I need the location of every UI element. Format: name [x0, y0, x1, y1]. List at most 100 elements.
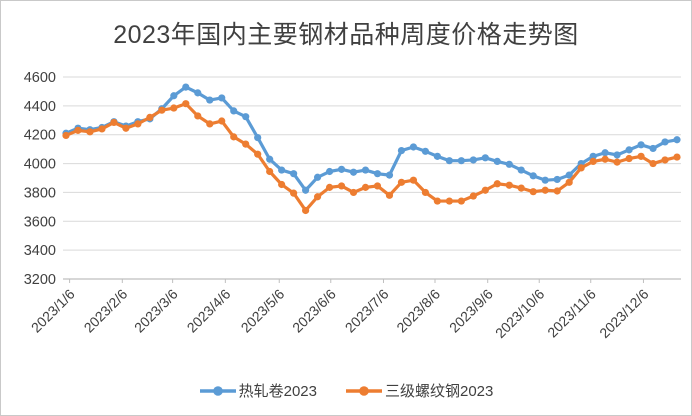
data-point-marker [290, 189, 298, 197]
data-point-marker [230, 133, 238, 141]
data-point-marker [481, 186, 489, 194]
data-point-marker [457, 157, 465, 165]
data-point-marker [565, 171, 573, 179]
data-point-marker [517, 166, 525, 174]
data-point-marker [254, 150, 262, 158]
data-point-marker [565, 178, 573, 186]
data-point-marker [313, 173, 322, 181]
data-point-marker [98, 125, 106, 133]
x-axis-tick-label: 2023/5/6 [238, 286, 288, 336]
data-point-marker [266, 155, 274, 163]
data-point-marker [493, 157, 501, 166]
data-point-marker [361, 166, 370, 174]
data-point-marker [385, 171, 394, 179]
data-point-marker [601, 155, 609, 163]
data-point-marker [505, 160, 513, 168]
y-axis-tick-label: 4200 [24, 128, 56, 144]
y-axis-tick-label: 4400 [24, 99, 56, 115]
data-point-marker [649, 144, 657, 153]
data-point-marker [577, 164, 585, 172]
data-point-marker [409, 143, 418, 151]
data-point-marker [278, 166, 286, 174]
data-point-marker [517, 184, 525, 192]
data-point-marker [218, 117, 226, 125]
data-point-marker [325, 167, 334, 176]
data-point-marker [86, 128, 94, 136]
x-axis-tick-label: 2023/8/6 [393, 286, 443, 336]
data-point-marker [637, 141, 645, 149]
data-point-marker [349, 168, 358, 176]
legend-item-rebar[interactable]: 三级螺纹钢2023 [345, 380, 493, 401]
data-point-marker [661, 156, 669, 164]
data-point-marker [254, 134, 262, 142]
legend-line-dot-icon [346, 385, 382, 396]
x-axis-tick-label: 2023/7/6 [342, 286, 392, 336]
data-point-marker [625, 154, 633, 163]
data-point-marker [433, 152, 441, 160]
x-axis-tick-label: 2023/6/6 [289, 286, 339, 336]
x-axis-tick-label: 2023/10/6 [492, 286, 548, 342]
data-point-marker [206, 120, 214, 128]
data-point-marker [290, 170, 298, 178]
data-point-marker [230, 107, 238, 115]
y-axis-tick-label: 3200 [24, 272, 56, 288]
x-axis-tick-label: 2023/2/6 [81, 286, 131, 336]
data-point-marker [481, 154, 489, 162]
data-point-marker [278, 180, 286, 189]
data-point-marker [529, 172, 537, 180]
legend-item-hot-rolled-coil[interactable]: 热轧卷2023 [199, 380, 317, 401]
data-point-marker [493, 180, 501, 188]
x-axis-tick-label: 2023/4/6 [184, 286, 234, 336]
y-axis-tick-label: 3600 [24, 214, 56, 230]
data-point-marker [445, 197, 453, 205]
data-point-marker [62, 131, 70, 140]
series-rebar[interactable] [62, 100, 681, 215]
legend-line-dot-icon [199, 385, 236, 396]
data-point-marker [613, 158, 621, 166]
data-point-marker [433, 197, 441, 205]
data-point-marker [194, 112, 202, 120]
data-point-marker [361, 183, 370, 191]
data-point-marker [385, 191, 394, 199]
data-point-marker [673, 136, 681, 144]
data-point-marker [661, 138, 669, 146]
data-point-marker [529, 188, 537, 196]
data-point-marker [170, 104, 178, 112]
data-point-marker [397, 146, 406, 155]
series-line [64, 85, 679, 192]
data-point-marker [349, 188, 358, 197]
x-axis-tick-label: 2023/3/6 [131, 286, 181, 336]
data-point-marker [266, 167, 274, 176]
data-point-marker [541, 186, 549, 194]
series-hot-rolled-coil[interactable] [62, 83, 681, 194]
y-axis-tick-label: 3800 [24, 185, 56, 201]
data-point-marker [469, 192, 477, 200]
data-point-marker [589, 157, 597, 166]
legend-label-rebar: 三级螺纹钢2023 [385, 383, 494, 400]
data-point-marker [313, 193, 322, 201]
data-point-marker [302, 206, 310, 215]
data-point-marker [589, 152, 597, 160]
data-point-marker [337, 182, 346, 190]
data-point-marker [469, 156, 477, 164]
data-point-marker [242, 113, 250, 121]
x-axis-tick-label: 2023/12/6 [596, 286, 652, 342]
y-axis-tick-label: 4600 [24, 70, 56, 86]
data-point-marker [182, 100, 190, 108]
data-point-marker [158, 106, 166, 114]
data-point-marker [325, 183, 334, 191]
data-point-marker [134, 120, 142, 128]
legend-label-hot-rolled-coil: 热轧卷2023 [238, 383, 317, 400]
data-point-marker [649, 159, 657, 168]
data-point-marker [457, 197, 465, 205]
data-point-marker [146, 113, 154, 121]
x-axis-tick-label: 2023/1/6 [28, 286, 78, 336]
data-point-marker [182, 83, 190, 91]
data-point-marker [601, 149, 609, 157]
y-axis-tick-label: 4000 [24, 157, 56, 173]
data-point-marker [122, 124, 130, 132]
data-point-marker [613, 151, 621, 159]
data-point-marker [637, 152, 645, 160]
